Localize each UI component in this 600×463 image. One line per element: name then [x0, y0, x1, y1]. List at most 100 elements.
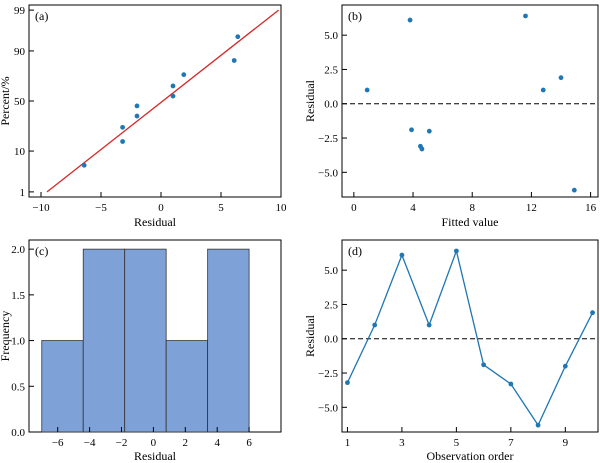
panel-b-point-6 — [523, 13, 528, 19]
panel-a-ytick-label-0: 1 — [20, 187, 26, 199]
panel-b: (b) 0 4 8 12 16 −5.0 −2.5 0.0 2.5 5.0 Fitted valu… — [303, 4, 599, 229]
panel-a-tag: (a) — [35, 9, 48, 23]
panel-c-xlabel: Residual — [134, 449, 177, 463]
panel-a-xtick-label-0: −10 — [32, 202, 50, 214]
panel-b-plot-area: 0 4 8 12 16 −5.0 −2.5 0.0 2.5 5.0 — [318, 13, 598, 214]
panel-b-tag: (b) — [348, 9, 362, 23]
panel-b-xtick-label-4: 16 — [585, 202, 597, 214]
panel-c-xtick-label-4: 2 — [183, 437, 189, 449]
panel-c-xtick-label-6: 6 — [246, 437, 252, 449]
panel-d-point-0 — [345, 380, 350, 386]
panel-a-point-0 — [81, 162, 87, 168]
panel-b-point-7 — [540, 87, 546, 93]
panel-d-point-9 — [590, 310, 595, 316]
panel-d-ytick-label-4: 5.0 — [324, 265, 338, 277]
panel-d-xtick-label-4: 9 — [563, 437, 569, 449]
panel-d-ytick-label-3: 2.5 — [324, 299, 338, 311]
panel-a-ylabel: Percent/% — [0, 76, 12, 125]
panel-d-xtick-label-2: 5 — [454, 437, 460, 449]
panel-a-point-7 — [181, 72, 187, 78]
panel-a-point-4 — [134, 103, 140, 109]
panel-a-xtick-label-1: −5 — [95, 202, 107, 214]
panel-b-ylabel: Residual — [303, 79, 317, 122]
panel-c-xtick-label-3: 0 — [151, 437, 157, 449]
panel-a-plot-area: −10 −5 0 5 10 1 10 50 90 99 — [14, 5, 287, 214]
panel-b-point-4 — [419, 146, 425, 152]
panel-d-xtick-label-3: 7 — [508, 437, 514, 449]
panel-d-tag: (d) — [348, 244, 362, 258]
panel-a-xlabel: Residual — [134, 215, 177, 229]
panel-c-bar-3 — [165, 340, 209, 433]
panel-a-point-6 — [170, 83, 176, 89]
panel-c-ytick-label-4: 2.0 — [11, 244, 25, 256]
panel-d-ytick-label-0: −5.0 — [318, 402, 338, 414]
panel-b-point-8 — [558, 75, 564, 81]
panel-b-xtick-label-2: 8 — [469, 202, 475, 214]
panel-a-point-1 — [120, 139, 125, 144]
panel-d-point-6 — [508, 381, 514, 387]
panel-d: (d) 1 3 5 7 9 −5.0 −2.5 0.0 2.5 5.0 Observation o… — [303, 239, 599, 463]
panel-b-point-0 — [364, 87, 370, 93]
panel-c-bar-0 — [41, 340, 84, 433]
panel-a-fit-line — [46, 9, 280, 193]
panel-c-plot-area: −6 −4 −2 0 2 4 6 0.0 0.5 1.0 1.5 2.0 — [11, 244, 252, 449]
panel-b-frame — [341, 4, 599, 198]
panel-b-point-2 — [409, 127, 414, 133]
panel-c-xtick-label-5: 4 — [214, 437, 220, 449]
panel-b-ytick-label-0: −5.0 — [318, 167, 338, 179]
panel-b-xtick-label-1: 4 — [410, 202, 416, 214]
panel-a-point-9 — [235, 34, 241, 40]
panel-d-point-5 — [481, 362, 487, 368]
panel-a-xtick-label-3: 5 — [218, 202, 224, 214]
panel-c-ytick-label-0: 0.0 — [11, 427, 25, 439]
panel-d-ytick-label-1: −2.5 — [318, 368, 338, 380]
panel-b-xlabel: Fitted value — [442, 215, 499, 229]
panel-b-point-9 — [571, 187, 577, 193]
panel-a-point-5 — [170, 93, 176, 99]
panel-d-ytick-label-2: 0.0 — [324, 334, 338, 346]
panel-a-ytick-label-4: 99 — [14, 5, 26, 17]
panel-a-ytick-label-3: 90 — [14, 46, 26, 58]
panel-b-xtick-label-3: 12 — [526, 202, 537, 214]
panel-d-point-4 — [453, 248, 459, 254]
panel-c-ytick-label-2: 1.0 — [11, 336, 25, 348]
panel-d-series-line — [346, 248, 594, 427]
panel-c-bar-4 — [207, 248, 250, 433]
panel-d-point-2 — [399, 252, 405, 258]
panel-c-xtick-label-1: −4 — [84, 437, 96, 449]
panel-b-ytick-label-1: −2.5 — [318, 133, 338, 145]
panel-a-xtick-label-4: 10 — [276, 202, 288, 214]
panel-a-xtick-label-2: 0 — [158, 202, 164, 214]
panel-a-frame — [28, 4, 282, 198]
panel-c-ytick-label-1: 0.5 — [11, 381, 25, 393]
panel-b-point-1 — [407, 17, 413, 23]
panel-b-point-5 — [426, 128, 432, 134]
panel-b-ytick-label-2: 0.0 — [324, 99, 338, 111]
panel-d-point-1 — [372, 322, 378, 328]
panel-d-xtick-label-0: 1 — [345, 437, 351, 449]
panel-d-xtick-label-1: 3 — [399, 437, 405, 449]
panel-c-xtick-label-2: −2 — [116, 437, 128, 449]
panel-d-xlabel: Observation order — [427, 449, 514, 463]
panel-d-frame — [341, 239, 599, 433]
panel-c-bar-2 — [124, 248, 167, 433]
panel-a: (a) −10 −5 0 5 10 1 10 50 90 99 Residual Percent/… — [0, 4, 287, 229]
panel-d-point-7 — [535, 422, 541, 428]
panel-a-point-8 — [231, 58, 237, 63]
panel-c-bar-1 — [82, 248, 126, 433]
panel-b-ytick-label-4: 5.0 — [324, 30, 338, 42]
panel-a-ytick-label-2: 50 — [14, 96, 26, 108]
panel-b-ytick-label-3: 2.5 — [324, 64, 338, 76]
panel-a-point-2 — [120, 124, 125, 130]
panel-c-tag: (c) — [35, 244, 48, 258]
panel-c: (c) −6 −4 −2 0 2 4 6 0.0 0.5 1.0 1.5 2.0 Residual F… — [0, 239, 282, 463]
panel-c-xtick-label-0: −6 — [52, 437, 64, 449]
panel-a-ytick-label-1: 10 — [14, 146, 26, 158]
panel-a-point-3 — [134, 113, 140, 119]
panel-c-ylabel: Frequency — [0, 311, 12, 362]
panel-d-point-8 — [562, 363, 568, 369]
panel-c-ytick-label-3: 1.5 — [11, 290, 25, 302]
panel-b-xtick-label-0: 0 — [351, 202, 357, 214]
panel-d-point-3 — [426, 322, 432, 328]
